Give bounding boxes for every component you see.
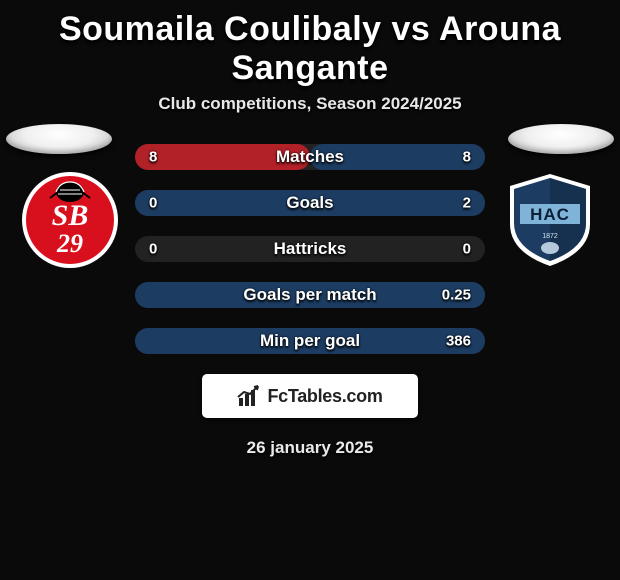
stat-value-right: 386	[446, 333, 471, 350]
stat-label: Hattricks	[274, 239, 347, 259]
stat-label: Goals	[286, 193, 333, 213]
subtitle: Club competitions, Season 2024/2025	[0, 94, 620, 114]
stat-row: Goals per match 0.25	[135, 282, 485, 308]
date-text: 26 january 2025	[0, 438, 620, 458]
stat-row: Goals 0 2	[135, 190, 485, 216]
stat-value-right: 0	[463, 241, 471, 258]
page-title: Soumaila Coulibaly vs Arouna Sangante	[10, 10, 610, 88]
comparison-card: Soumaila Coulibaly vs Arouna Sangante Cl…	[0, 0, 620, 580]
stat-value-left: 0	[149, 241, 157, 258]
stat-row: Min per goal 386	[135, 328, 485, 354]
brand-box[interactable]: FcTables.com	[202, 374, 418, 418]
stat-value-left: 0	[149, 195, 157, 212]
stat-label: Matches	[276, 147, 344, 167]
brand-text: FcTables.com	[267, 386, 382, 407]
stat-value-right: 2	[463, 195, 471, 212]
stat-value-left: 8	[149, 149, 157, 166]
stat-label: Goals per match	[243, 285, 376, 305]
stat-label: Min per goal	[260, 331, 360, 351]
stat-value-right: 8	[463, 149, 471, 166]
stat-row: Matches 8 8	[135, 144, 485, 170]
stat-value-right: 0.25	[442, 287, 471, 304]
bar-chart-icon	[237, 384, 261, 408]
stat-row: Hattricks 0 0	[135, 236, 485, 262]
stats-area: Matches 8 8 Goals 0 2 Hattricks 0 0 Goals per mat…	[0, 144, 620, 354]
